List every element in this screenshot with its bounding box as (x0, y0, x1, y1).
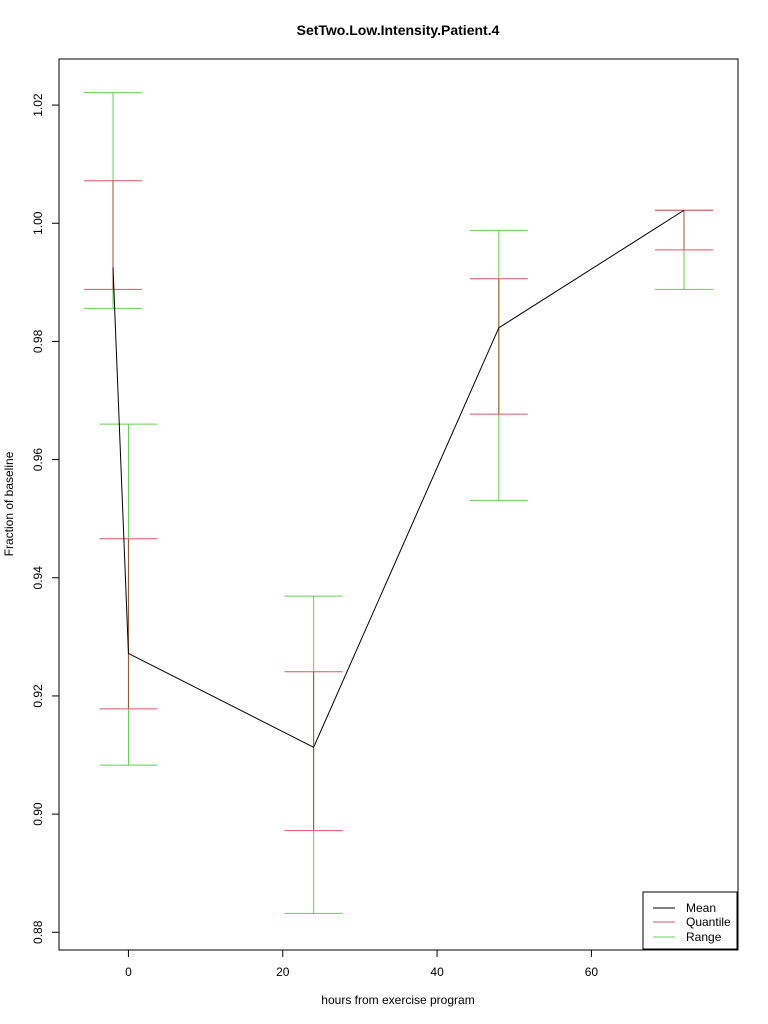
x-tick-label: 60 (585, 965, 599, 979)
x-axis: 0 20 40 60 (125, 949, 599, 979)
y-axis-title: Fraction of baseline (2, 451, 16, 556)
x-tick-label: 0 (125, 965, 132, 979)
y-tick-label: 1.00 (31, 211, 45, 235)
legend-label-mean: Mean (686, 901, 716, 915)
legend-label-quantile: Quantile (686, 915, 731, 929)
quantile-bars (84, 180, 713, 832)
y-tick-label: 0.96 (31, 448, 45, 472)
y-tick-label: 0.88 (31, 920, 45, 944)
y-tick-label: 0.90 (31, 802, 45, 826)
x-tick-label: 40 (430, 965, 444, 979)
y-tick-label: 1.02 (31, 93, 45, 117)
mean-line (112, 209, 685, 749)
x-axis-title: hours from exercise program (321, 993, 474, 1007)
y-tick-label: 0.92 (31, 684, 45, 708)
range-bars (84, 92, 713, 914)
legend: Mean Quantile Range (642, 891, 738, 950)
chart-title: SetTwo.Low.Intensity.Patient.4 (297, 22, 500, 38)
y-tick-label: 0.94 (31, 566, 45, 590)
mean-series (112, 209, 685, 749)
y-tick-label: 0.98 (31, 329, 45, 353)
plot-frame (58, 58, 739, 951)
x-tick-label: 20 (276, 965, 290, 979)
y-axis: 0.88 0.90 0.92 0.94 0.96 0.98 1.00 1.02 (31, 93, 60, 944)
legend-label-range: Range (686, 930, 722, 944)
legend-box (642, 891, 738, 950)
